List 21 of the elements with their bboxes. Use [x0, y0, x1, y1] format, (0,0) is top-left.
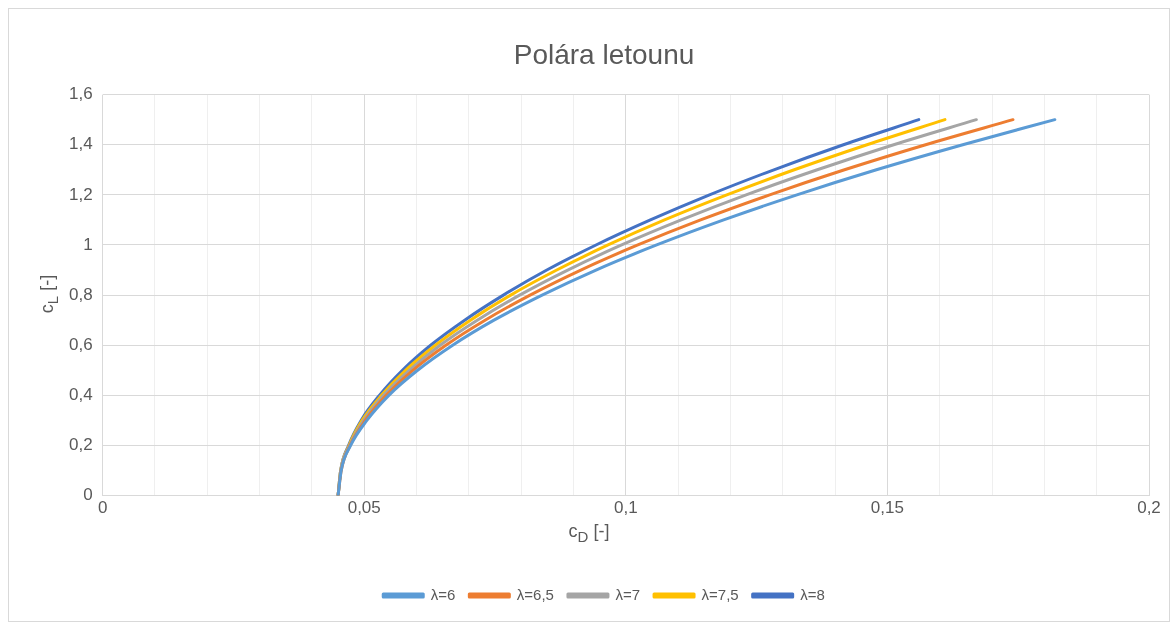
- legend-label: λ=6: [430, 585, 456, 603]
- y-tick-label: 0,6: [68, 334, 93, 354]
- x-tick-label: 0: [97, 498, 108, 518]
- y-tick-label: 1,6: [68, 84, 93, 104]
- y-tick-label: 0,2: [68, 435, 93, 455]
- legend-label: λ=8: [800, 585, 825, 603]
- y-tick-label: 0: [83, 485, 93, 505]
- legend-label: λ=6,5: [516, 585, 554, 603]
- chart-title: Polára letounu: [513, 38, 695, 70]
- y-tick-label: 1,4: [68, 134, 93, 154]
- x-tick-label: 0,2: [1137, 498, 1161, 518]
- legend-label: λ=7: [615, 585, 641, 603]
- y-tick-label: 0,4: [68, 385, 93, 405]
- x-tick-label: 0,1: [614, 498, 638, 518]
- y-tick-label: 0,8: [68, 284, 93, 304]
- y-tick-label: 1,2: [68, 184, 93, 204]
- y-tick-label: 1: [83, 234, 93, 254]
- x-tick-label: 0,05: [347, 498, 381, 518]
- x-axis-title: c$_{D}$ [-]: [568, 521, 610, 545]
- x-tick-label: 0,15: [870, 498, 904, 518]
- legend-label: λ=7,5: [701, 585, 739, 603]
